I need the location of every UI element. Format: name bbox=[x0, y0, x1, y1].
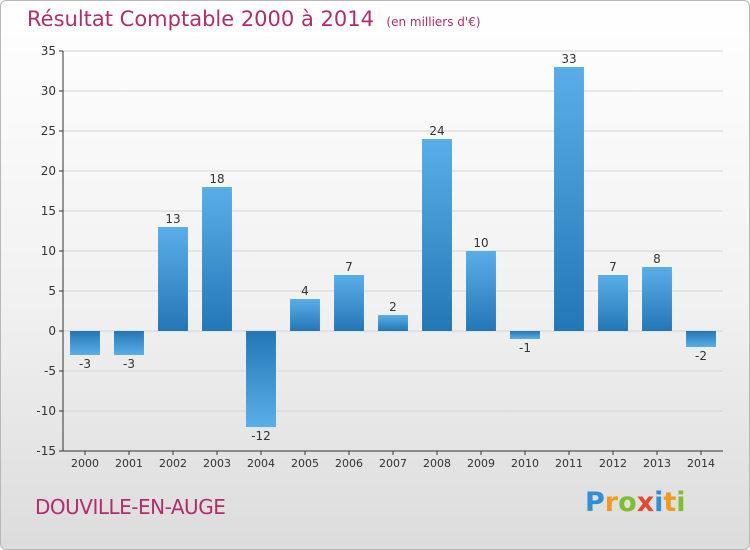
data-label: 24 bbox=[429, 124, 444, 138]
bar bbox=[510, 331, 540, 339]
x-tick-label: 2001 bbox=[115, 457, 143, 470]
y-tick-label: 25 bbox=[41, 124, 56, 138]
bar bbox=[290, 299, 320, 331]
bar bbox=[554, 67, 584, 331]
data-label: 2 bbox=[389, 300, 397, 314]
data-label: 7 bbox=[345, 260, 353, 274]
x-tick-label: 2009 bbox=[467, 457, 495, 470]
data-label: 13 bbox=[165, 212, 180, 226]
x-tick-label: 2014 bbox=[687, 457, 715, 470]
data-label: -1 bbox=[519, 341, 531, 355]
logo-letter: x bbox=[636, 487, 655, 518]
bar bbox=[378, 315, 408, 331]
logo-letter: i bbox=[676, 487, 686, 518]
bar bbox=[158, 227, 188, 331]
data-label: 8 bbox=[653, 252, 661, 266]
x-tick-label: 2000 bbox=[71, 457, 99, 470]
y-tick-label: 30 bbox=[41, 84, 56, 98]
bar bbox=[686, 331, 716, 347]
commune-name: DOUVILLE-EN-AUGE bbox=[35, 495, 226, 519]
bar bbox=[246, 331, 276, 427]
bar bbox=[114, 331, 144, 355]
y-tick-label: 15 bbox=[41, 204, 56, 218]
data-label: 4 bbox=[301, 284, 309, 298]
y-tick-label: 0 bbox=[48, 324, 56, 338]
y-tick-label: 35 bbox=[41, 44, 56, 58]
bar bbox=[422, 139, 452, 331]
bar bbox=[598, 275, 628, 331]
data-label: -3 bbox=[123, 357, 135, 371]
y-tick-label: -5 bbox=[44, 364, 56, 378]
x-tick-label: 2002 bbox=[159, 457, 187, 470]
x-tick-label: 2013 bbox=[643, 457, 671, 470]
y-tick-label: -10 bbox=[36, 404, 56, 418]
bar bbox=[202, 187, 232, 331]
data-label: -3 bbox=[79, 357, 91, 371]
logo-letter: r bbox=[604, 487, 619, 518]
logo-letter: P bbox=[585, 487, 605, 518]
data-label: -2 bbox=[695, 349, 707, 363]
logo-letter: o bbox=[618, 487, 637, 518]
chart-header: Résultat Comptable 2000 à 2014 (en milli… bbox=[27, 7, 481, 31]
bar bbox=[70, 331, 100, 355]
bar bbox=[466, 251, 496, 331]
data-label: 33 bbox=[561, 52, 576, 66]
x-tick-label: 2005 bbox=[291, 457, 319, 470]
y-tick-label: -15 bbox=[36, 444, 56, 458]
proxiti-logo: Proxiti bbox=[585, 487, 686, 518]
chart-title: Résultat Comptable 2000 à 2014 bbox=[27, 7, 374, 31]
y-tick-label: 20 bbox=[41, 164, 56, 178]
x-tick-label: 2006 bbox=[335, 457, 363, 470]
chart-subtitle: (en milliers d'€) bbox=[386, 15, 481, 29]
bar bbox=[334, 275, 364, 331]
x-tick-label: 2004 bbox=[247, 457, 275, 470]
x-tick-label: 2011 bbox=[555, 457, 583, 470]
x-tick-label: 2012 bbox=[599, 457, 627, 470]
y-tick-label: 10 bbox=[41, 244, 56, 258]
logo-letter: t bbox=[663, 487, 677, 518]
logo-letter: i bbox=[654, 487, 664, 518]
x-tick-label: 2010 bbox=[511, 457, 539, 470]
x-tick-label: 2008 bbox=[423, 457, 451, 470]
bar bbox=[642, 267, 672, 331]
data-label: -12 bbox=[251, 429, 271, 443]
x-tick-label: 2007 bbox=[379, 457, 407, 470]
y-tick-label: 5 bbox=[48, 284, 56, 298]
data-label: 7 bbox=[609, 260, 617, 274]
data-label: 18 bbox=[209, 172, 224, 186]
data-label: 10 bbox=[473, 236, 488, 250]
x-tick-label: 2003 bbox=[203, 457, 231, 470]
